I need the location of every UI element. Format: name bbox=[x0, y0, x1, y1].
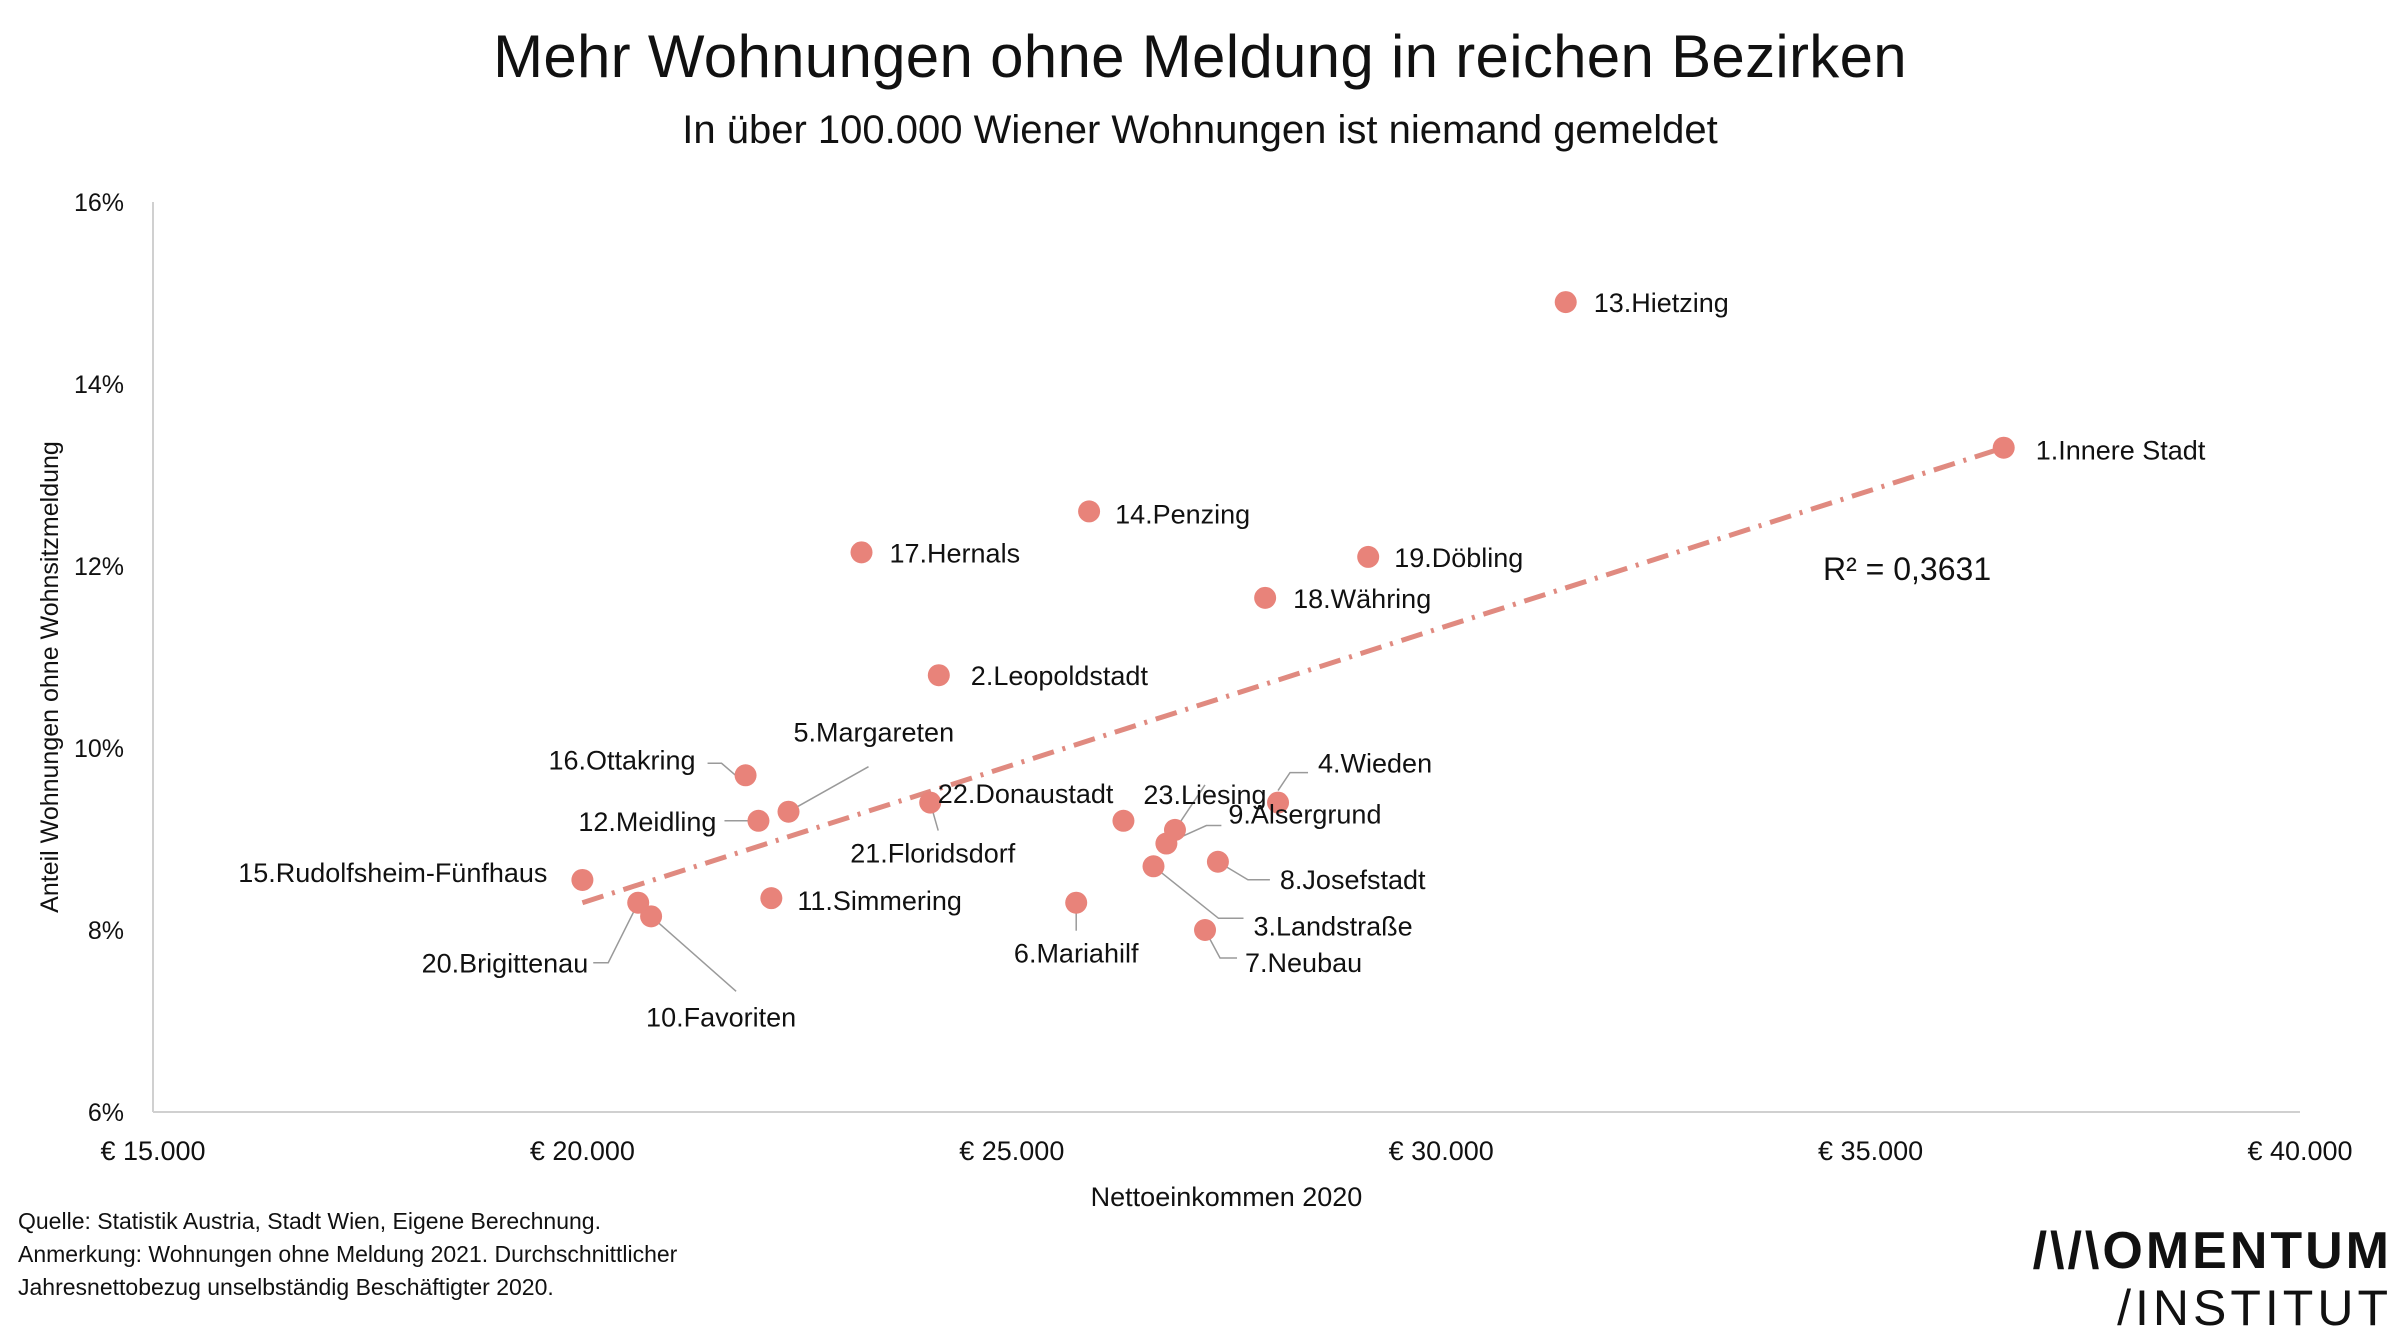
leader-line bbox=[1153, 865, 1244, 920]
point-label: 18.Währing bbox=[1293, 584, 1431, 614]
point-label: 6.Mariahilf bbox=[1014, 939, 1139, 969]
leader-line bbox=[1217, 861, 1270, 881]
leader-line bbox=[707, 762, 737, 776]
data-point bbox=[1357, 545, 1380, 568]
trendline bbox=[581, 445, 2005, 906]
chart-title: Mehr Wohnungen ohne Meldung in reichen B… bbox=[493, 23, 1907, 90]
point-label: 21.Floridsdorf bbox=[850, 839, 1016, 869]
y-tick-label: 8% bbox=[88, 917, 124, 945]
point-label: 13.Hietzing bbox=[1594, 288, 1729, 318]
data-point bbox=[1065, 891, 1088, 914]
point-label: 12.Meidling bbox=[578, 807, 716, 837]
leader-line bbox=[1277, 771, 1309, 792]
point-label: 1.Innere Stadt bbox=[2036, 436, 2206, 466]
y-axis-label: Anteil Wohnungen ohne Wohnsitzmeldung bbox=[36, 441, 64, 913]
data-point bbox=[627, 891, 650, 914]
point-label: 16.Ottakring bbox=[548, 745, 695, 775]
leader-line bbox=[650, 915, 737, 992]
data-point bbox=[1267, 791, 1290, 814]
y-tick-label: 12% bbox=[74, 553, 124, 581]
data-point bbox=[1163, 818, 1186, 841]
x-tick-label: € 25.000 bbox=[959, 1136, 1064, 1166]
source-note: Quelle: Statistik Austria, Stadt Wien, E… bbox=[18, 1205, 918, 1304]
leader-line bbox=[788, 766, 869, 813]
source-line: Quelle: Statistik Austria, Stadt Wien, E… bbox=[18, 1208, 601, 1234]
data-point bbox=[1112, 809, 1135, 832]
trendline-group: R² = 0,3631 bbox=[581, 445, 2005, 906]
momentum-institut-logo: /\/\OMENTUM /INSTITUT bbox=[1992, 1222, 2392, 1336]
point-labels: 1.Innere Stadt 2.Leopoldstadt 3.Landstraße… bbox=[238, 288, 2206, 1032]
point-label: 8.Josefstadt bbox=[1280, 865, 1426, 895]
r-squared-label: R² = 0,3631 bbox=[1823, 551, 1991, 587]
point-label: 9.Alsergrund bbox=[1228, 800, 1381, 830]
data-point bbox=[747, 809, 770, 832]
data-point bbox=[1206, 850, 1229, 873]
x-tick-label: € 35.000 bbox=[1818, 1136, 1923, 1166]
x-axis-label: Nettoeinkommen 2020 bbox=[1091, 1182, 1363, 1212]
data-point bbox=[927, 664, 950, 687]
point-label: 15.Rudolfsheim-Fünfhaus bbox=[238, 858, 547, 888]
data-point bbox=[1554, 291, 1577, 314]
point-label: 11.Simmering bbox=[797, 886, 962, 916]
data-point bbox=[1142, 855, 1165, 878]
data-point bbox=[1992, 436, 2015, 459]
data-point bbox=[760, 887, 783, 910]
chart-subtitle: In über 100.000 Wiener Wohnungen ist nie… bbox=[682, 108, 1718, 152]
data-point bbox=[1254, 586, 1277, 609]
point-label: 23.Liesing bbox=[1143, 780, 1266, 810]
y-tick-label: 10% bbox=[74, 735, 124, 763]
point-label: 22.Donaustadt bbox=[938, 779, 1114, 809]
logo-line-momentum: /\/\OMENTUM bbox=[2032, 1222, 2392, 1280]
point-label: 7.Neubau bbox=[1245, 948, 1362, 978]
data-point bbox=[571, 868, 594, 891]
point-label: 17.Hernals bbox=[890, 538, 1021, 568]
y-tick-label: 6% bbox=[88, 1099, 124, 1127]
point-label: 20.Brigittenau bbox=[422, 949, 589, 979]
point-label: 2.Leopoldstadt bbox=[971, 661, 1149, 691]
data-point bbox=[777, 800, 800, 823]
data-point bbox=[850, 541, 873, 564]
point-label: 4.Wieden bbox=[1318, 749, 1432, 779]
point-label: 14.Penzing bbox=[1115, 499, 1250, 529]
logo-line-institut: /INSTITUT bbox=[2117, 1280, 2392, 1336]
point-label: 10.Favoriten bbox=[646, 1002, 796, 1032]
x-tick-label: € 15.000 bbox=[100, 1136, 205, 1166]
data-points bbox=[571, 291, 2015, 941]
data-point bbox=[919, 791, 942, 814]
note-line: Anmerkung: Wohnungen ohne Meldung 2021. … bbox=[18, 1241, 678, 1267]
x-tick-label: € 40.000 bbox=[2247, 1136, 2352, 1166]
point-label: 19.Döbling bbox=[1394, 543, 1523, 573]
axes: 6% 8% 10% 12% 14% 16% € 15.000 € 20.000 € 25.000… bbox=[36, 189, 2353, 1212]
data-point bbox=[1194, 919, 1217, 941]
note-line: Jahresnettobezug unselbständig Beschäfti… bbox=[18, 1274, 554, 1300]
y-tick-label: 16% bbox=[74, 189, 124, 217]
x-tick-label: € 30.000 bbox=[1389, 1136, 1494, 1166]
y-tick-label: 14% bbox=[74, 371, 124, 399]
point-label: 3.Landstraße bbox=[1254, 911, 1413, 941]
point-label: 5.Margareten bbox=[794, 718, 955, 748]
data-point bbox=[734, 764, 757, 787]
x-tick-label: € 20.000 bbox=[530, 1136, 635, 1166]
data-point bbox=[1078, 500, 1101, 523]
leader-line bbox=[593, 902, 639, 964]
